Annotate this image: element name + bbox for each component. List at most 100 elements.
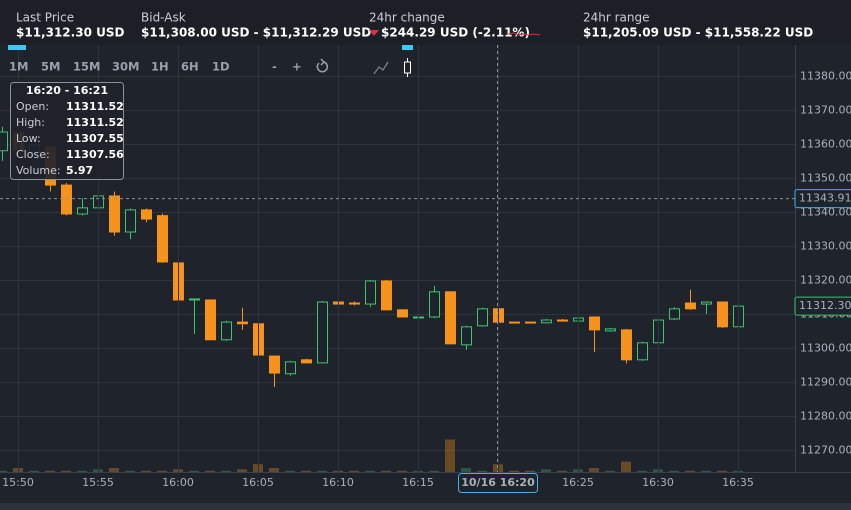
volume-bar: [109, 468, 119, 472]
tooltip-value: 11307.56: [66, 148, 124, 161]
y-tick-label: 11320.00: [800, 274, 851, 287]
volume-bar: [317, 470, 327, 472]
candle-body: [509, 321, 520, 324]
volume-bar: [221, 470, 231, 472]
stat-label: Last Price: [16, 11, 74, 25]
y-tick-label: 11300.00: [800, 342, 851, 355]
candle-body: [717, 301, 728, 328]
crosshair-price-box: [794, 189, 851, 209]
y-tick-label: 11280.00: [800, 410, 851, 423]
candle-body: [349, 302, 360, 305]
stat-value: $244.29 USD (-2.11%): [381, 26, 530, 40]
candle-body: [669, 308, 680, 320]
active-indicator: [402, 45, 413, 50]
down-arrow-icon: [369, 30, 379, 36]
volume-bar: [701, 470, 711, 472]
y-tick-label: 11370.00: [800, 104, 851, 117]
volume-bar: [509, 470, 519, 472]
volume-bar: [381, 470, 391, 472]
x-tick-label: 16:35: [722, 476, 754, 489]
volume-bar: [525, 470, 535, 472]
volume-bar: [461, 468, 471, 472]
tooltip-label: Close:: [16, 148, 50, 161]
candle-body: [557, 319, 568, 322]
volume-bar: [589, 468, 599, 472]
interval-button[interactable]: 30M: [112, 60, 139, 74]
tooltip-title: 16:20 - 16:21: [26, 84, 108, 97]
interval-button[interactable]: 1H: [151, 60, 169, 74]
interval-button[interactable]: 15M: [73, 60, 100, 74]
interval-button[interactable]: 6H: [181, 60, 199, 74]
candle-body: [109, 195, 120, 233]
volume-bar: [621, 461, 631, 472]
volume-bar: [29, 470, 39, 472]
stat-label: Bid-Ask: [141, 11, 186, 25]
candle-body: [397, 309, 408, 318]
scrollbar[interactable]: [0, 503, 851, 510]
tooltip-label: High:: [16, 116, 45, 129]
active-indicator: [8, 45, 26, 50]
tooltip-label: Open:: [16, 100, 49, 113]
volume-bar: [605, 470, 615, 472]
volume-bar: [157, 470, 167, 472]
stat-label: 24hr range: [583, 11, 650, 25]
volume-bar: [557, 470, 567, 472]
y-tick-label: 11380.00: [800, 70, 851, 83]
toolbar: - + 1M 5M 15M 30M 1H 6H 1D: [8, 45, 413, 77]
x-tick-label: 16:30: [642, 476, 674, 489]
candle-body: [141, 209, 152, 220]
volume-bar: [205, 470, 215, 472]
candle-body: [589, 316, 600, 331]
volume-bar: [637, 470, 647, 472]
candle-body: [301, 359, 312, 364]
interval-button[interactable]: 1M: [9, 60, 28, 74]
volume-bar: [285, 470, 295, 472]
volume-bar: [717, 470, 727, 472]
candle-body: [237, 321, 248, 325]
tooltip: 16:20 - 16:21 Open: 11311.52 High: 11311.52…: [10, 82, 124, 180]
crosshair-price-label: 11343.91: [799, 192, 851, 205]
y-tick-label: 11290.00: [800, 376, 851, 389]
candle-chart-button[interactable]: [404, 58, 411, 77]
last-price-box: [794, 296, 851, 316]
line-chart-button[interactable]: [373, 61, 389, 75]
candle-body: [205, 299, 216, 341]
volume-bar: [269, 468, 279, 472]
crosshair-time-label: 10/16 16:20: [461, 476, 535, 489]
volume-bar: [237, 469, 247, 472]
volume-bar: [61, 470, 71, 472]
volume-bar: [189, 470, 199, 472]
candle-body: [125, 209, 136, 233]
candle-body: [541, 319, 552, 324]
crosshair-time-box: [458, 473, 538, 493]
y-tick-label: 11330.00: [800, 240, 851, 253]
candle-body: [621, 329, 632, 361]
zoom-in-button[interactable]: +: [292, 60, 302, 74]
candle-body: [445, 291, 456, 345]
candle-body: [317, 301, 328, 364]
price-axis: [795, 45, 851, 472]
volume-bar: [349, 470, 359, 472]
volume-bar: [669, 470, 679, 472]
interval-button[interactable]: 1D: [212, 60, 230, 74]
last-price-label: 11312.30: [799, 299, 851, 312]
tooltip-value: 11307.55: [66, 132, 124, 145]
volume-bar: [541, 469, 551, 472]
volume-bar: [477, 470, 487, 472]
candle-body: [637, 342, 648, 361]
stat-value: $11,205.09 USD - $11,558.22 USD: [583, 26, 813, 40]
candle-body: [477, 308, 488, 327]
tooltip-box: [10, 82, 124, 180]
candle-body: [0, 131, 8, 152]
interval-button[interactable]: 5M: [41, 60, 60, 74]
volume-bar: [445, 439, 455, 472]
candle-body: [461, 326, 472, 346]
volume-bar: [125, 470, 135, 472]
zoom-out-button[interactable]: -: [272, 60, 277, 74]
candle-body: [189, 298, 200, 301]
y-tick-label: 11340.00: [800, 206, 851, 219]
reset-button[interactable]: [316, 58, 329, 73]
x-tick-label: 15:50: [2, 476, 34, 489]
x-tick-label: 16:15: [402, 476, 434, 489]
